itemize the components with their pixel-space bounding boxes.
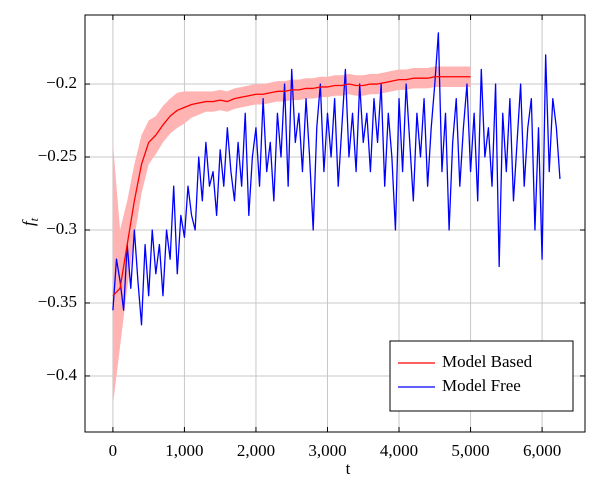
y-axis-label-base: f (19, 219, 38, 226)
x-tick-label: 2,000 (237, 441, 275, 460)
x-tick-label: 5,000 (451, 441, 489, 460)
x-axis-label: t (346, 459, 351, 478)
legend-label: Model Based (442, 352, 533, 371)
plot-frame (84, 14, 586, 433)
y-tick-label: −0.35 (38, 292, 77, 311)
y-tick-label: −0.4 (46, 365, 77, 384)
tick-layer: 0 1,000 2,000 3,000 4,000 5,000 6,000 −0.4 −0.35… (38, 15, 585, 460)
series-line (112, 32, 561, 326)
y-tick-label: −0.2 (46, 73, 77, 92)
y-axis-label: ft (19, 217, 41, 226)
legend-label: Model Free (442, 376, 521, 395)
x-tick-label: 3,000 (308, 441, 346, 460)
x-tick-label: 4,000 (380, 441, 418, 460)
y-axis-label-sub: t (27, 217, 41, 221)
y-tick-label: −0.3 (46, 219, 77, 238)
x-tick-label: 6,000 (523, 441, 561, 460)
series-line (112, 76, 471, 297)
legend: Model Based Model Free (389, 340, 574, 412)
x-tick-label: 1,000 (165, 441, 203, 460)
legend-box (389, 340, 574, 412)
plot-layer (112, 32, 561, 406)
y-tick-label: −0.25 (38, 146, 77, 165)
x-tick-label: 0 (109, 441, 118, 460)
